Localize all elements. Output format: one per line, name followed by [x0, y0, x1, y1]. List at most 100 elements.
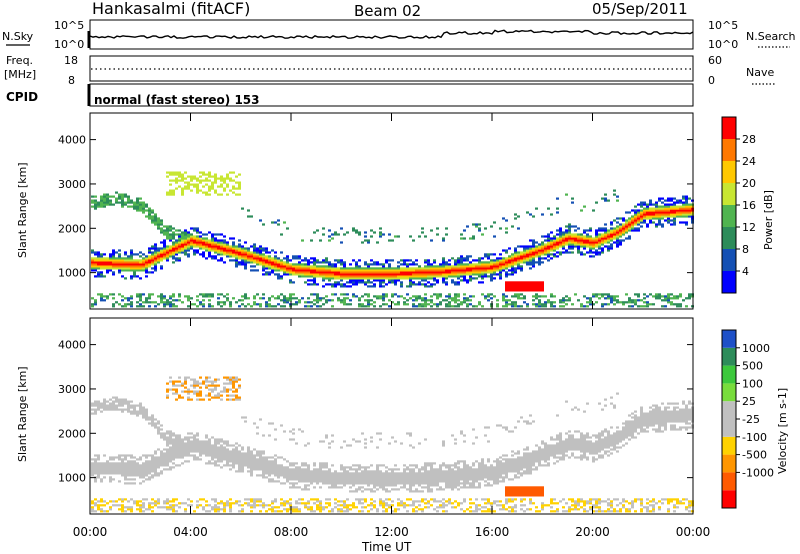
velocity-cell: [94, 478, 97, 481]
power-cell: [190, 183, 193, 186]
velocity-cell: [412, 478, 415, 481]
power-cell: [112, 263, 115, 266]
velocity-cell: [169, 446, 172, 449]
power-cell: [514, 267, 517, 270]
power-cell: [133, 275, 136, 278]
power-cell: [127, 201, 130, 204]
velocity-cell: [289, 486, 292, 489]
power-cell: [214, 189, 217, 192]
power-cell: [139, 269, 142, 272]
power-cell: [562, 251, 565, 254]
velocity-cell: [169, 432, 172, 435]
power-cell: [526, 287, 529, 290]
power-cell: [649, 209, 652, 212]
power-cell: [160, 219, 163, 222]
velocity-cell: [100, 464, 103, 467]
power-cell: [370, 285, 373, 288]
velocity-cell: [232, 460, 235, 463]
power-cell: [367, 277, 370, 280]
velocity-cell: [124, 498, 127, 501]
velocity-cell: [220, 452, 223, 455]
velocity-cell: [265, 468, 268, 471]
power-cell: [424, 299, 427, 302]
power-cell: [283, 257, 286, 260]
velocity-cell: [283, 430, 286, 433]
power-cell: [331, 267, 334, 270]
power-cell: [112, 255, 115, 258]
velocity-cell: [292, 464, 295, 467]
power-cell: [367, 299, 370, 302]
velocity-cell: [181, 390, 184, 393]
velocity-cell: [217, 438, 220, 441]
power-cell: [280, 299, 283, 302]
velocity-cell: [349, 486, 352, 489]
power-cell: [253, 265, 256, 268]
power-cell: [229, 237, 232, 240]
power-cell: [550, 253, 553, 256]
power-cell: [619, 233, 622, 236]
velocity-cell: [376, 474, 379, 477]
power-cell: [283, 299, 286, 302]
power-cell: [436, 281, 439, 284]
power-cell: [145, 255, 148, 258]
power-cell: [100, 255, 103, 258]
power-cell: [313, 303, 316, 306]
power-cell: [409, 269, 412, 272]
power-cell: [394, 267, 397, 270]
velocity-cell: [121, 402, 124, 405]
power-cell: [499, 257, 502, 260]
velocity-cell: [289, 472, 292, 475]
velocity-cell: [328, 478, 331, 481]
velocity-cell: [292, 476, 295, 479]
velocity-cell: [373, 500, 376, 503]
power-cell: [286, 271, 289, 274]
power-cell: [343, 277, 346, 280]
velocity-cell: [109, 402, 112, 405]
power-cell: [100, 197, 103, 200]
velocity-cell: [406, 468, 409, 471]
velocity-cell: [253, 458, 256, 461]
power-cell: [607, 237, 610, 240]
velocity-cell: [352, 502, 355, 505]
power-cell: [286, 297, 289, 300]
power-cell: [202, 293, 205, 296]
power-cell: [238, 247, 241, 250]
velocity-cell: [148, 476, 151, 479]
power-cell: [226, 193, 229, 196]
velocity-cell: [310, 470, 313, 473]
velocity-cell: [418, 500, 421, 503]
power-cell: [238, 183, 241, 186]
velocity-cell: [403, 480, 406, 483]
velocity-cell: [151, 458, 154, 461]
velocity-cell: [205, 504, 208, 507]
power-cell: [337, 261, 340, 264]
power-cell: [235, 193, 238, 196]
power-cell: [325, 267, 328, 270]
power-cell: [538, 259, 541, 262]
velocity-cell: [274, 462, 277, 465]
velocity-cell: [118, 402, 121, 405]
velocity-cell: [202, 448, 205, 451]
power-cell: [463, 277, 466, 280]
power-cell: [604, 223, 607, 226]
power-cell: [253, 249, 256, 252]
power-cell: [121, 275, 124, 278]
power-cell: [544, 249, 547, 252]
power-cell: [412, 295, 415, 298]
power-cell: [502, 263, 505, 266]
power-cell: [619, 227, 622, 230]
power-cell: [298, 269, 301, 272]
power-cell: [199, 239, 202, 242]
power-cell: [658, 217, 661, 220]
power-cell: [409, 235, 412, 238]
velocity-cell: [379, 498, 382, 501]
velocity-cell: [217, 384, 220, 387]
power-cell: [352, 273, 355, 276]
power-cell: [253, 259, 256, 262]
velocity-cell: [217, 396, 220, 399]
power-cell: [118, 195, 121, 198]
velocity-cell: [148, 508, 151, 511]
power-cell: [139, 209, 142, 212]
velocity-cell: [373, 478, 376, 481]
power-cell: [526, 303, 529, 306]
